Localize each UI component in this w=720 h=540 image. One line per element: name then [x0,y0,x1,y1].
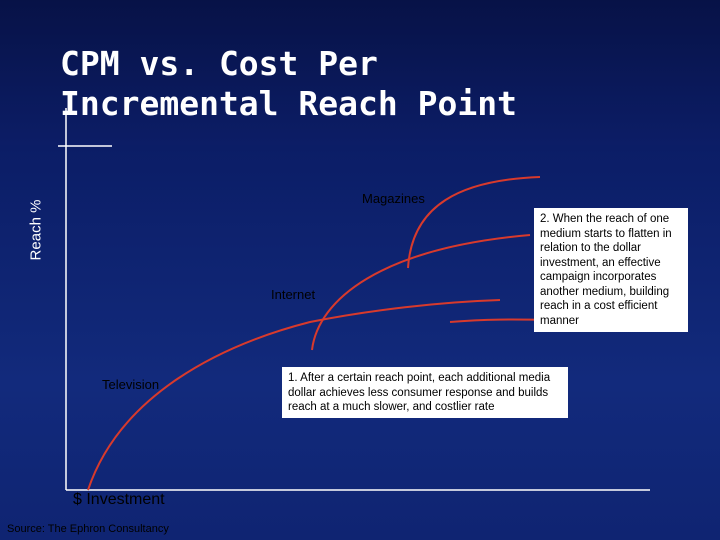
curve-label-internet: Internet [271,287,316,302]
slide-title: CPM vs. Cost Per Incremental Reach Point [60,44,517,123]
note-1-box: 1. After a certain reach point, each add… [282,367,568,418]
magazines-curve [407,176,541,269]
note-2-box: 2. When the reach of one medium starts t… [534,208,688,332]
header-band [0,0,720,145]
curve-label-magazines: Magazines [362,191,425,206]
television-curve [87,299,501,491]
source-citation: Source: The Ephron Consultancy [7,523,169,535]
curve-label-television: Television [102,377,160,392]
y-axis-label: Reach % [27,199,45,261]
x-axis-label: $ Investment [73,491,165,508]
internet-curve [311,234,531,351]
